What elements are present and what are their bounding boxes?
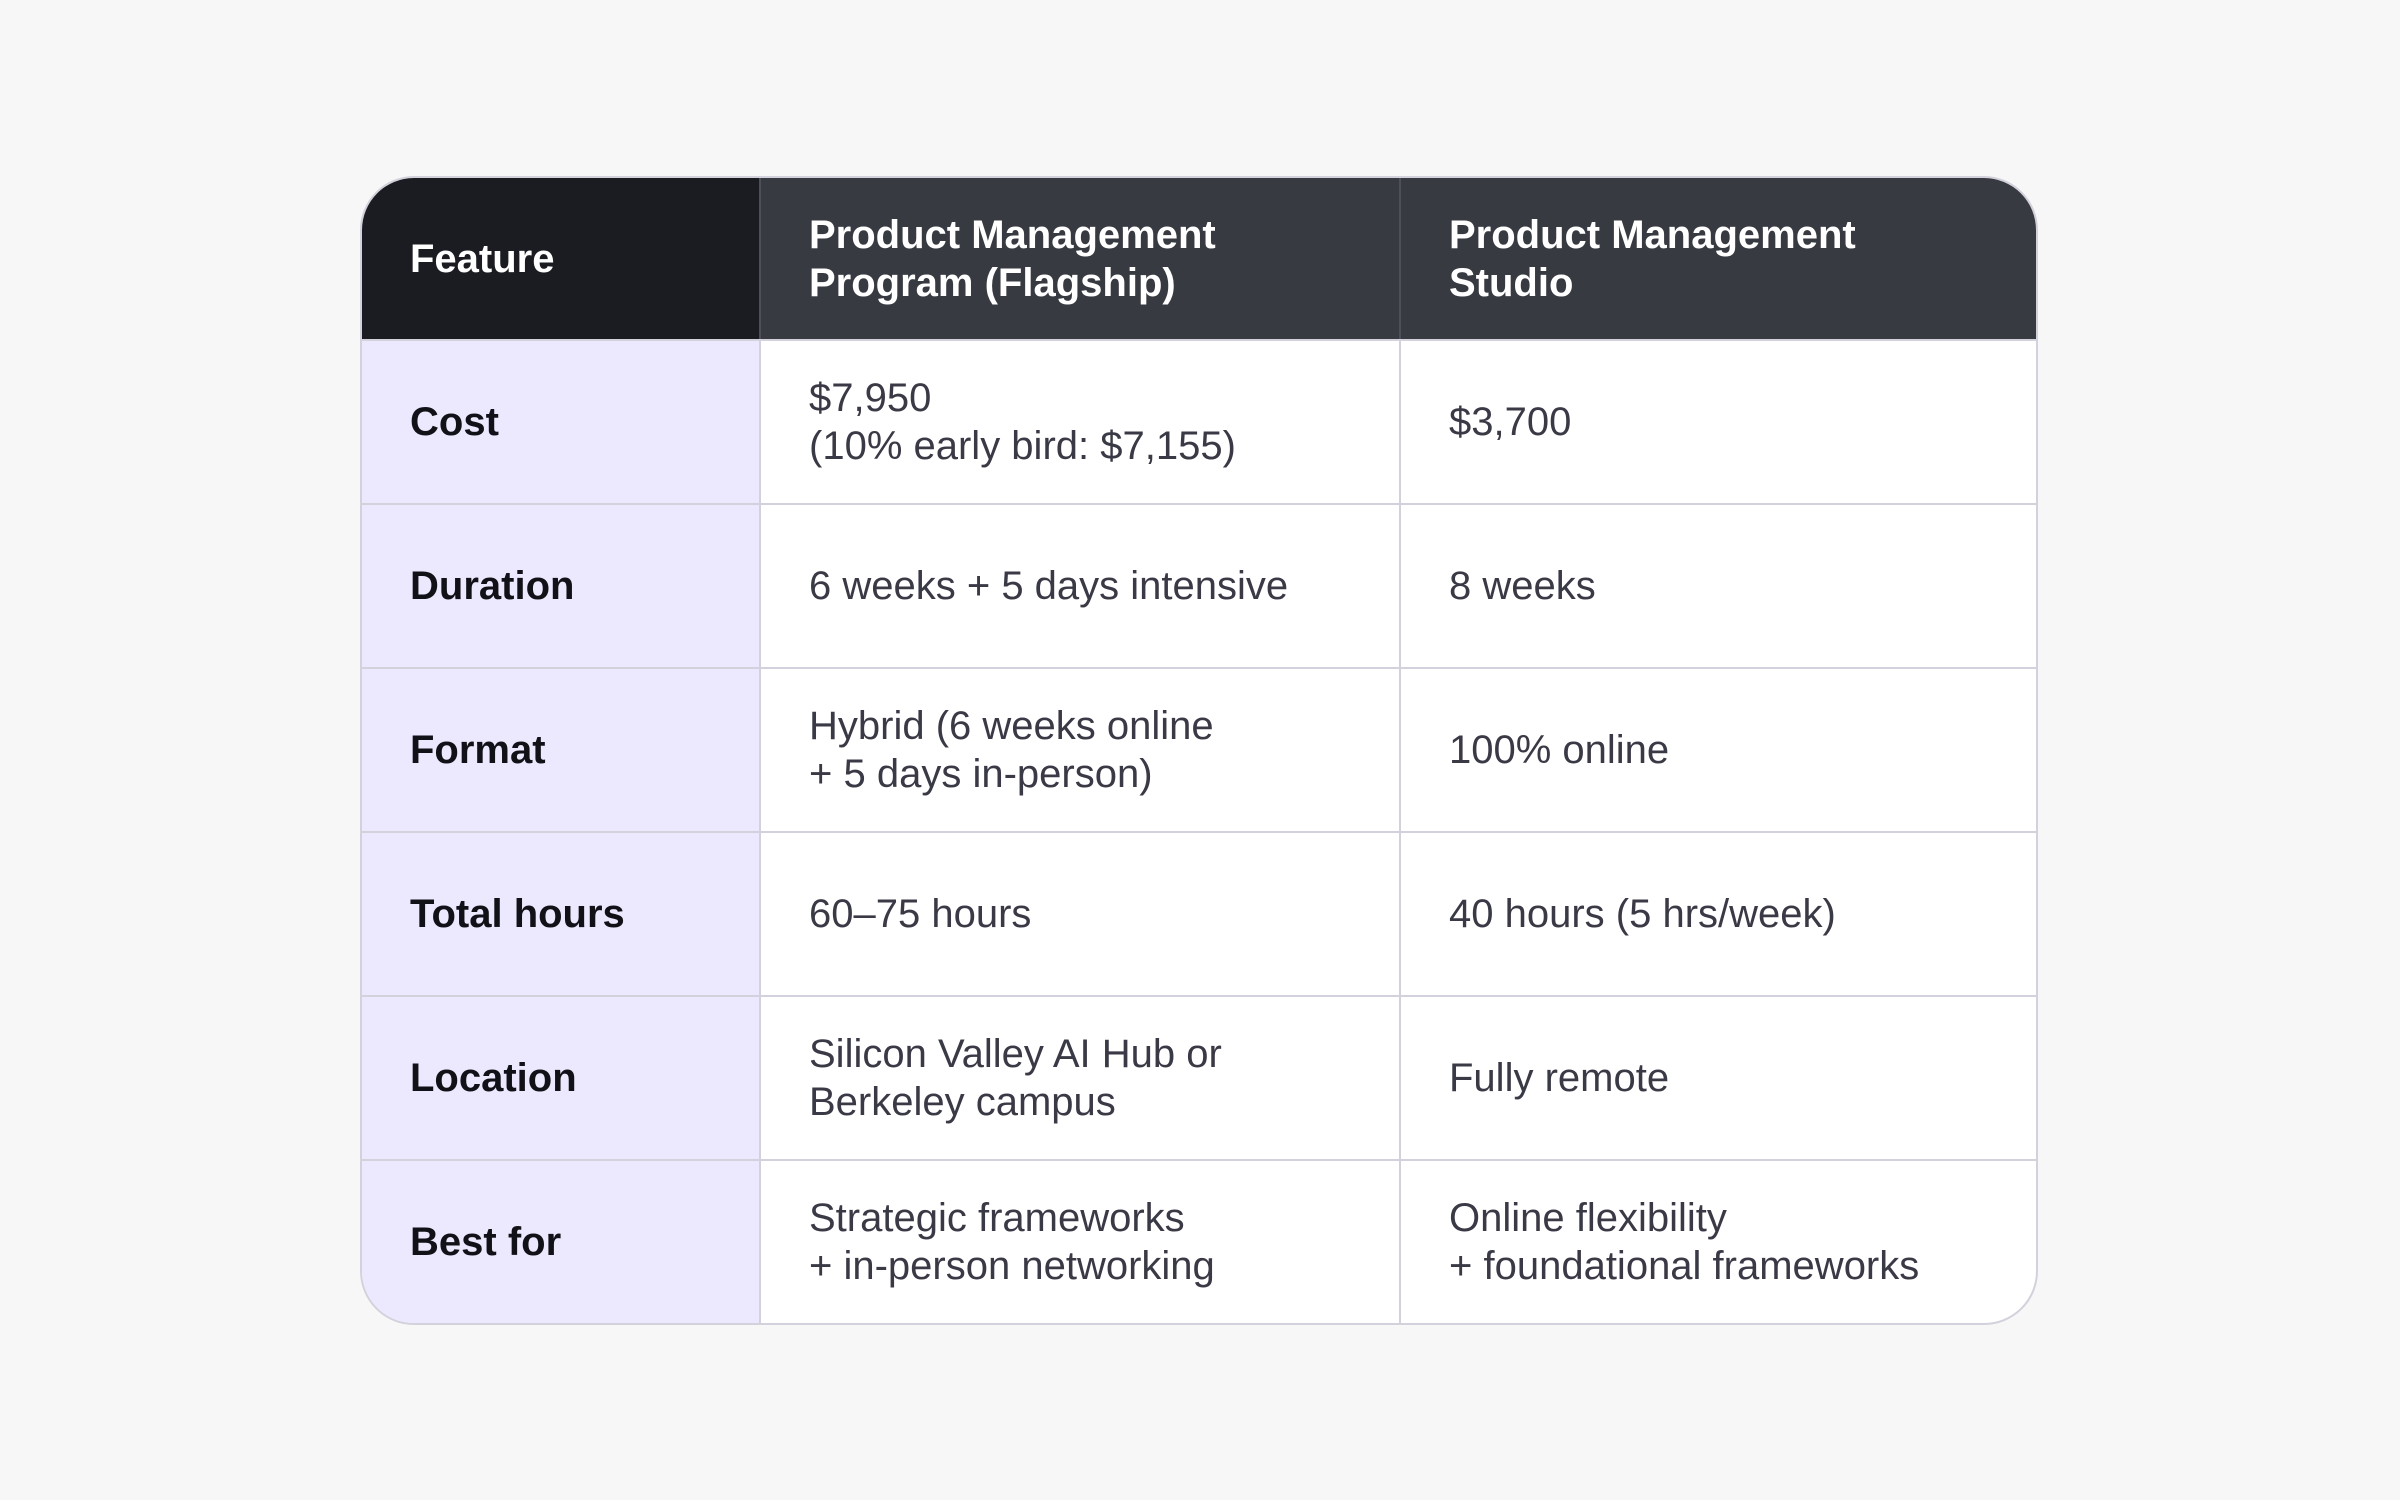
header-feature: Feature <box>362 178 759 339</box>
row-label: Best for <box>362 1161 759 1323</box>
row-label: Format <box>362 669 759 831</box>
flagship-value: 60–75 hours <box>759 833 1399 995</box>
table-row-best-for: Best for Strategic frameworks + in-perso… <box>362 1159 2036 1323</box>
flagship-value: Strategic frameworks + in-person network… <box>759 1161 1399 1323</box>
table-row-cost: Cost $7,950 (10% early bird: $7,155) $3,… <box>362 339 2036 503</box>
row-label: Cost <box>362 341 759 503</box>
table-row-format: Format Hybrid (6 weeks online + 5 days i… <box>362 667 2036 831</box>
table-header-row: Feature Product Management Program (Flag… <box>362 178 2036 339</box>
flagship-value: Hybrid (6 weeks online + 5 days in-perso… <box>759 669 1399 831</box>
row-label: Duration <box>362 505 759 667</box>
header-studio: Product Management Studio <box>1399 178 2036 339</box>
studio-value: 40 hours (5 hrs/week) <box>1399 833 2036 995</box>
flagship-value: Silicon Valley AI Hub or Berkeley campus <box>759 997 1399 1159</box>
studio-value: Fully remote <box>1399 997 2036 1159</box>
studio-value: $3,700 <box>1399 341 2036 503</box>
row-label: Total hours <box>362 833 759 995</box>
studio-value: 8 weeks <box>1399 505 2036 667</box>
table-row-duration: Duration 6 weeks + 5 days intensive 8 we… <box>362 503 2036 667</box>
flagship-value: 6 weeks + 5 days intensive <box>759 505 1399 667</box>
comparison-table: Feature Product Management Program (Flag… <box>360 176 2038 1325</box>
table-row-location: Location Silicon Valley AI Hub or Berkel… <box>362 995 2036 1159</box>
flagship-value: $7,950 (10% early bird: $7,155) <box>759 341 1399 503</box>
studio-value: 100% online <box>1399 669 2036 831</box>
studio-value: Online flexibility + foundational framew… <box>1399 1161 2036 1323</box>
header-flagship-program: Product Management Program (Flagship) <box>759 178 1399 339</box>
table-row-total-hours: Total hours 60–75 hours 40 hours (5 hrs/… <box>362 831 2036 995</box>
row-label: Location <box>362 997 759 1159</box>
